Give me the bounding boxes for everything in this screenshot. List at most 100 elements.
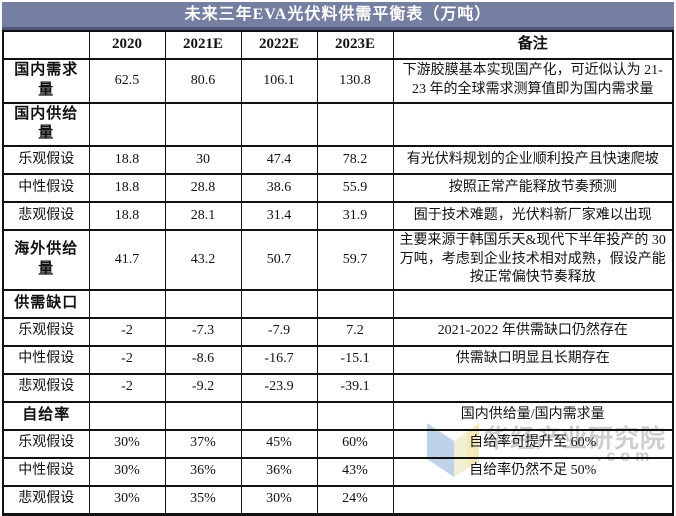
- row-value: [240, 101, 318, 148]
- header-blank-cell: [2, 30, 90, 60]
- row-note: 自给率可提升至 60%: [392, 428, 674, 459]
- row-note: 自给率仍然不足 50%: [392, 456, 674, 487]
- row-note: [392, 101, 674, 148]
- table-row: 乐观假设 -2 -7.3 -7.9 7.2 2021-2022 年供需缺口仍然存在: [2, 316, 674, 347]
- row-note: [392, 372, 674, 403]
- row-note: 主要来源于韩国乐天&现代下半年投产的 30万吨，考虑到企业技术相对成熟，假设产能…: [392, 229, 674, 291]
- row-value: [316, 400, 394, 431]
- row-note: 有光伏料规划的企业顺利投产且快速爬坡: [392, 145, 674, 176]
- header-year-2021e: 2021E: [164, 30, 242, 60]
- table-row: 国内供给量: [2, 101, 674, 148]
- row-value: -39.1: [316, 372, 394, 403]
- row-label: 自给率: [2, 400, 90, 431]
- row-value: [164, 101, 242, 148]
- row-value: 30%: [88, 456, 166, 487]
- row-value: [88, 101, 166, 148]
- row-value: 18.8: [88, 201, 166, 232]
- row-label: 中性假设: [2, 344, 90, 375]
- row-value: [88, 288, 166, 319]
- row-value: 55.9: [316, 173, 394, 204]
- row-value: -16.7: [240, 344, 318, 375]
- table-row: 乐观假设 18.8 30 47.4 78.2 有光伏料规划的企业顺利投产且快速爬坡: [2, 145, 674, 176]
- row-value: -23.9: [240, 372, 318, 403]
- table-row: 悲观假设 -2 -9.2 -23.9 -39.1: [2, 372, 674, 403]
- row-label: 国内需求量: [2, 58, 90, 104]
- row-value: 18.8: [88, 145, 166, 176]
- row-value: 36%: [240, 456, 318, 487]
- row-label: 悲观假设: [2, 372, 90, 403]
- table-row: 中性假设 30% 36% 36% 43% 自给率仍然不足 50%: [2, 456, 674, 487]
- table-row: 乐观假设 30% 37% 45% 60% 自给率可提升至 60%: [2, 428, 674, 459]
- supply-demand-balance-table: 2020 2021E 2022E 2023E 备注 国内需求量 62.5 80.6 1…: [2, 30, 674, 516]
- row-value: 31.9: [316, 201, 394, 232]
- header-year-2023e: 2023E: [316, 30, 394, 60]
- row-value: 18.8: [88, 173, 166, 204]
- row-label: 海外供给量: [2, 229, 90, 291]
- row-value: 41.7: [88, 229, 166, 291]
- table-row: 供需缺口: [2, 288, 674, 319]
- header-year-2022e: 2022E: [240, 30, 318, 60]
- balance-table-body: 国内需求量 62.5 80.6 106.1 130.8 下游胶膜基本实现国产化，可近似认为…: [2, 58, 674, 516]
- row-label: 中性假设: [2, 456, 90, 487]
- row-value: -9.2: [164, 372, 242, 403]
- row-label: 中性假设: [2, 173, 90, 204]
- row-value: 130.8: [316, 58, 394, 104]
- row-value: 43.2: [164, 229, 242, 291]
- row-value: 31.4: [240, 201, 318, 232]
- row-value: 45%: [240, 428, 318, 459]
- row-value: 43%: [316, 456, 394, 487]
- row-value: 47.4: [240, 145, 318, 176]
- row-value: -7.9: [240, 316, 318, 347]
- row-value: [316, 288, 394, 319]
- header-notes: 备注: [392, 30, 674, 60]
- row-note: 囿于技术难题，光伏料新厂家难以出现: [392, 201, 674, 232]
- row-label: 乐观假设: [2, 145, 90, 176]
- row-note: 下游胶膜基本实现国产化，可近似认为 21-23 年的全球需求测算值即为国内需求量: [392, 58, 674, 104]
- table-row: 国内需求量 62.5 80.6 106.1 130.8 下游胶膜基本实现国产化，可近似认为…: [2, 58, 674, 104]
- row-value: -2: [88, 344, 166, 375]
- row-label: 供需缺口: [2, 288, 90, 319]
- row-value: 62.5: [88, 58, 166, 104]
- table-row: 悲观假设 18.8 28.1 31.4 31.9 囿于技术难题，光伏料新厂家难以出现: [2, 201, 674, 232]
- row-value: -15.1: [316, 344, 394, 375]
- row-value: 30: [164, 145, 242, 176]
- row-value: 106.1: [240, 58, 318, 104]
- row-value: -2: [88, 316, 166, 347]
- row-note: [392, 288, 674, 319]
- row-value: 37%: [164, 428, 242, 459]
- row-value: [164, 400, 242, 431]
- table-row: 中性假设 18.8 28.8 38.6 55.9 按照正常产能释放节奏预测: [2, 173, 674, 204]
- row-value: [88, 400, 166, 431]
- row-value: 30%: [88, 428, 166, 459]
- header-year-2020: 2020: [88, 30, 166, 60]
- row-value: 36%: [164, 456, 242, 487]
- row-label: 乐观假设: [2, 316, 90, 347]
- row-value: 50.7: [240, 229, 318, 291]
- row-label: 乐观假设: [2, 428, 90, 459]
- row-value: 59.7: [316, 229, 394, 291]
- row-value: 28.8: [164, 173, 242, 204]
- table-row: 自给率 国内供给量/国内需求量: [2, 400, 674, 431]
- row-value: [164, 288, 242, 319]
- row-label: 悲观假设: [2, 201, 90, 232]
- row-value: -7.3: [164, 316, 242, 347]
- table-row: 海外供给量 41.7 43.2 50.7 59.7 主要来源于韩国乐天&现代下半年投产的 …: [2, 229, 674, 291]
- row-value: 7.2: [316, 316, 394, 347]
- row-value: -2: [88, 372, 166, 403]
- row-note: 供需缺口明显且长期存在: [392, 344, 674, 375]
- row-value: 80.6: [164, 58, 242, 104]
- row-note: 2021-2022 年供需缺口仍然存在: [392, 316, 674, 347]
- row-value: 60%: [316, 428, 394, 459]
- row-note: 按照正常产能释放节奏预测: [392, 173, 674, 204]
- row-value: [316, 101, 394, 148]
- row-value: [240, 288, 318, 319]
- row-value: -8.6: [164, 344, 242, 375]
- page-title: 未来三年EVA光伏料供需平衡表（万吨）: [2, 2, 674, 30]
- table-row: 中性假设 -2 -8.6 -16.7 -15.1 供需缺口明显且长期存在: [2, 344, 674, 375]
- row-label: 国内供给量: [2, 101, 90, 148]
- row-value: 28.1: [164, 201, 242, 232]
- header-row: 2020 2021E 2022E 2023E 备注: [2, 30, 674, 60]
- row-value: [240, 400, 318, 431]
- row-value: 78.2: [316, 145, 394, 176]
